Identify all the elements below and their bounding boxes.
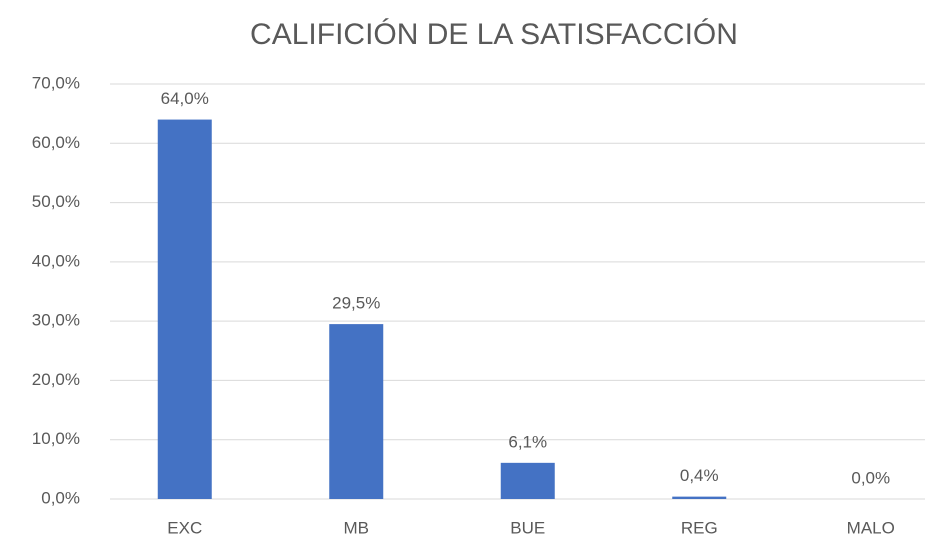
chart-title: CALIFICIÓN DE LA SATISFACCIÓN bbox=[250, 18, 738, 51]
y-tick-label: 30,0% bbox=[32, 311, 80, 330]
value-label: 6,1% bbox=[508, 432, 547, 451]
y-tick-label: 60,0% bbox=[32, 133, 80, 152]
value-label: 0,4% bbox=[680, 466, 719, 485]
y-tick-label: 0,0% bbox=[41, 488, 80, 507]
x-tick-label: REG bbox=[681, 518, 718, 537]
x-tick-label: MB bbox=[344, 518, 370, 537]
x-tick-label: BUE bbox=[510, 518, 545, 537]
bar bbox=[672, 496, 727, 499]
x-tick-label: MALO bbox=[847, 518, 895, 537]
value-label: 64,0% bbox=[161, 89, 209, 108]
value-label: 29,5% bbox=[332, 294, 380, 313]
y-tick-label: 20,0% bbox=[32, 370, 80, 389]
x-tick-label: EXC bbox=[167, 518, 202, 537]
bar bbox=[329, 324, 384, 499]
y-tick-label: 10,0% bbox=[32, 429, 80, 448]
value-label: 0,0% bbox=[851, 468, 890, 487]
y-tick-label: 50,0% bbox=[32, 192, 80, 211]
bar bbox=[157, 119, 212, 500]
y-tick-label: 40,0% bbox=[32, 251, 80, 270]
y-tick-label: 70,0% bbox=[32, 73, 80, 92]
bar bbox=[500, 462, 555, 499]
